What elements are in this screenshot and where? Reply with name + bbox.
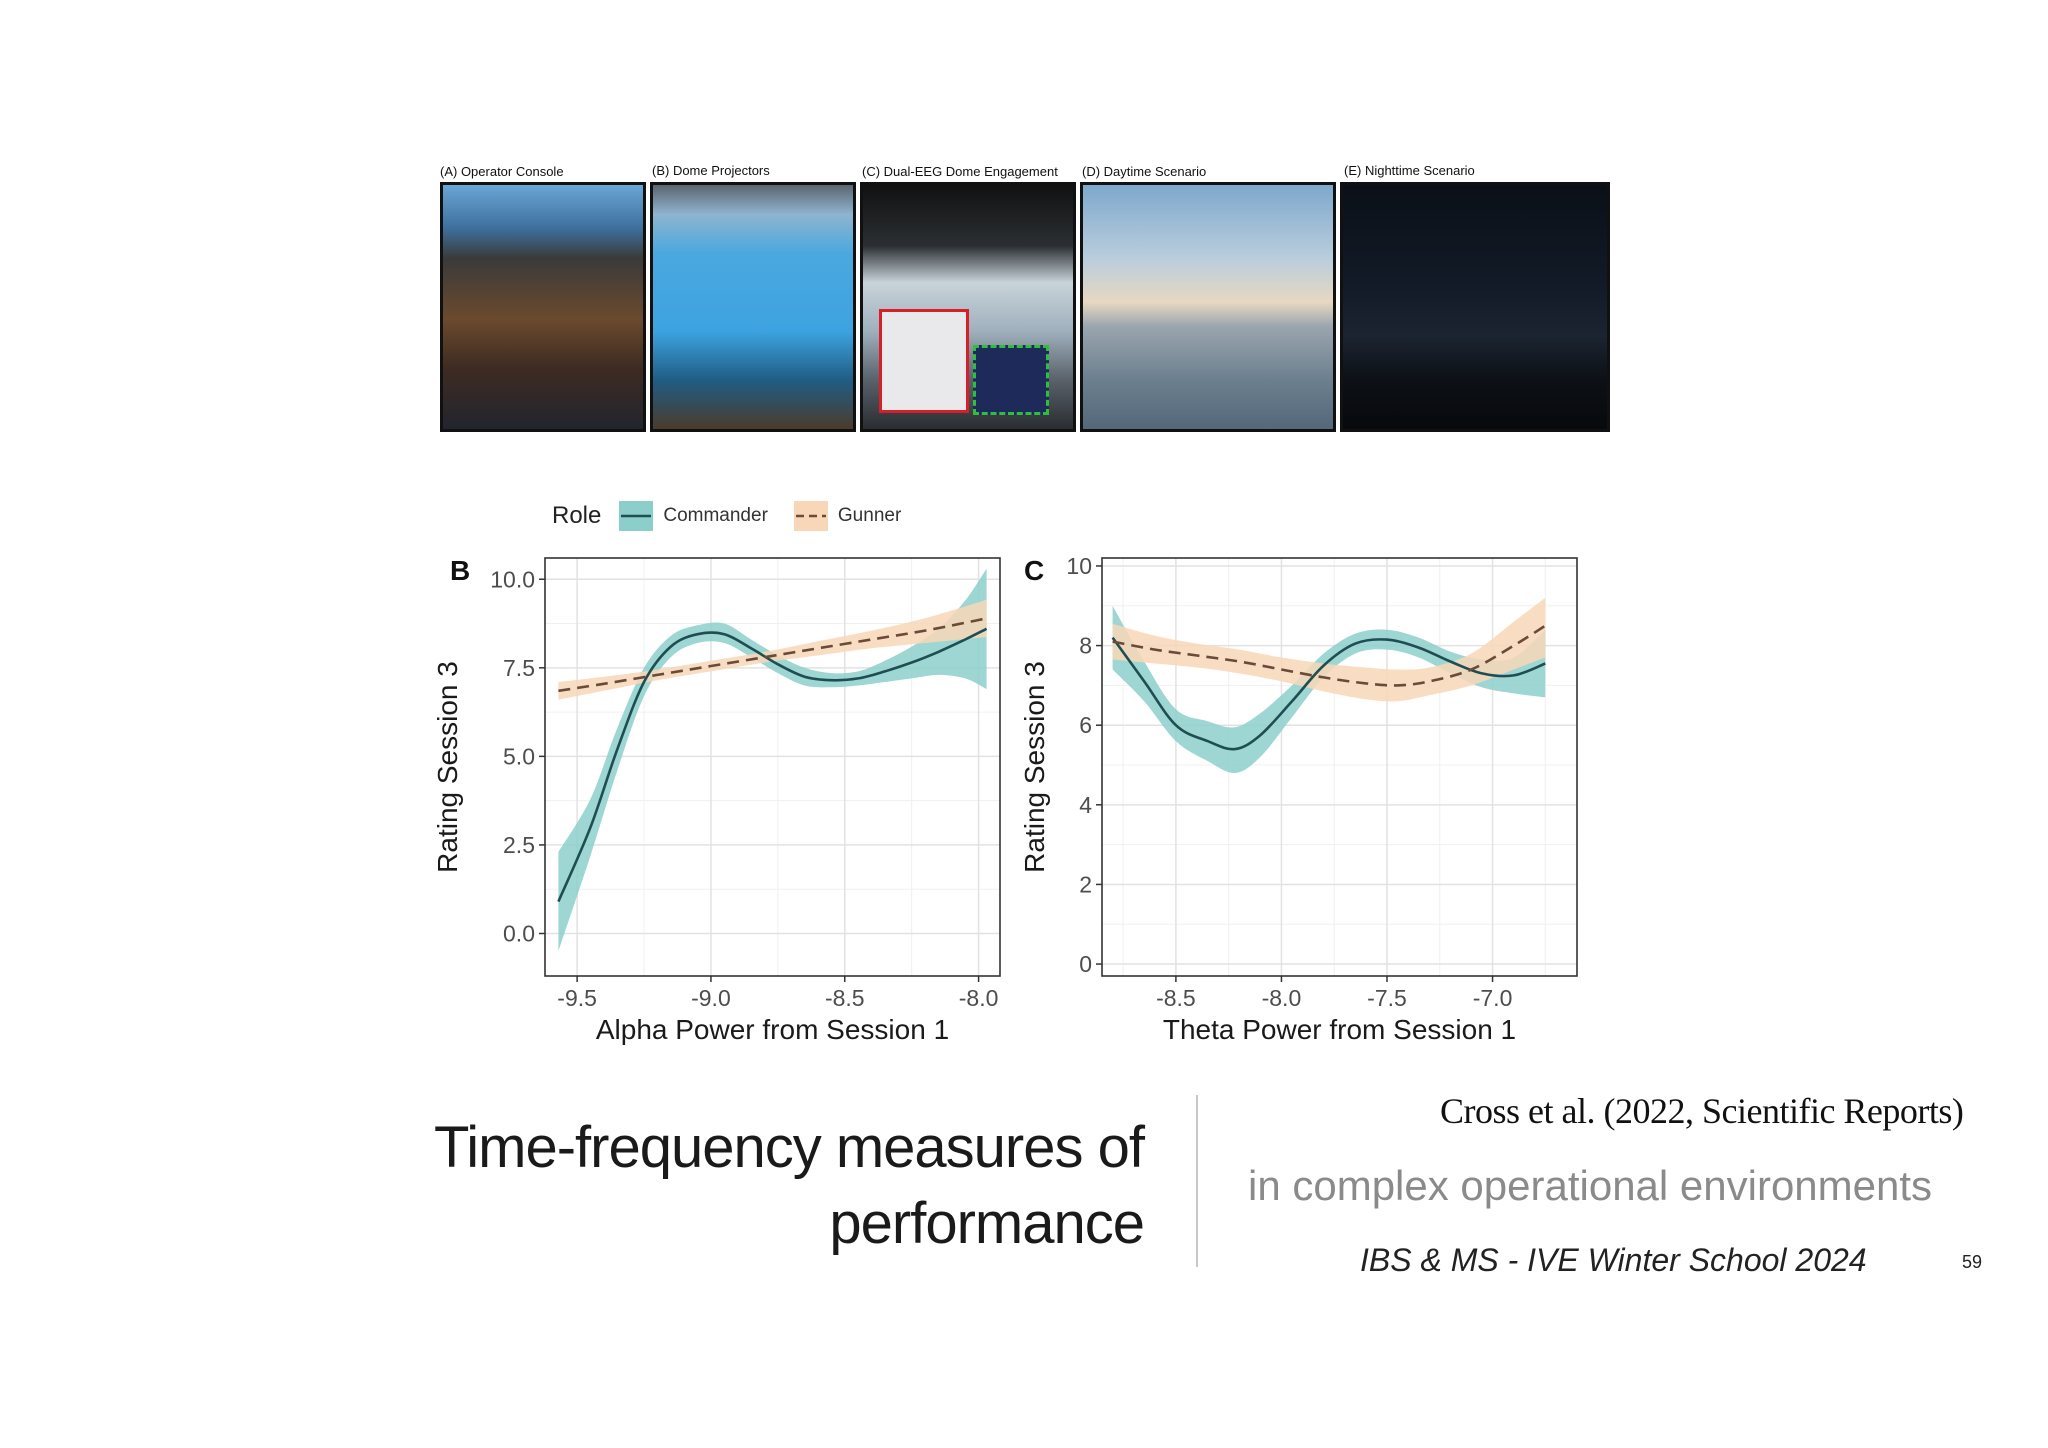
x-axis-title: Alpha Power from Session 1: [596, 1014, 949, 1045]
photo-dome-projectors: [650, 182, 856, 432]
photo-daytime-scenario: [1080, 182, 1336, 432]
series-line-gunner: [558, 616, 987, 693]
plot-border: [1101, 557, 1578, 977]
y-axis-title: Rating Session 3: [432, 661, 463, 873]
citation: Cross et al. (2022, Scientific Reports): [1440, 1091, 1964, 1131]
photo-label-b: (B) Dome Projectors: [652, 163, 770, 178]
chart-legend: Role Commander Gunner: [552, 498, 917, 534]
panel-letter: B: [450, 555, 470, 586]
series-line-gunner: [1112, 624, 1546, 687]
ci-band-commander: [1112, 605, 1546, 774]
inset-green-frame: [973, 345, 1049, 415]
page-number: 59: [1962, 1252, 1983, 1272]
legend-title: Role: [552, 502, 602, 529]
slide-title-line2: performance: [829, 1191, 1145, 1256]
chart-panel-b: 0.0 2.5 5.0 7.5 10.0 -9.5 -9.0 -8.5 -8.0 Alpha Po…: [432, 555, 1001, 1045]
y-tick-label: 10: [1066, 553, 1092, 579]
y-tick-label: 4: [1079, 792, 1092, 818]
plot-area: [1102, 558, 1577, 976]
photo-nighttime-scenario: [1340, 182, 1610, 432]
panel-letter: C: [1024, 555, 1044, 586]
plot-border: [544, 557, 1001, 977]
title-divider: [1196, 1095, 1198, 1267]
ci-band-gunner: [558, 598, 987, 700]
x-tick-label: -9.0: [691, 985, 731, 1011]
legend-label-commander: Commander: [663, 505, 768, 526]
x-tick-label: -8.0: [1262, 985, 1302, 1011]
ci-band-commander: [558, 568, 987, 952]
legend-key-commander: [619, 501, 654, 531]
x-axis-title: Theta Power from Session 1: [1163, 1014, 1516, 1045]
photo-label-d: (D) Daytime Scenario: [1082, 164, 1207, 179]
ci-band-gunner: [1112, 597, 1546, 702]
legend-label-gunner: Gunner: [837, 505, 902, 526]
y-tick-label: 2.5: [503, 832, 535, 858]
series-line-commander: [557, 627, 988, 903]
slide-title: Time-frequency measures of performance: [433, 1110, 1145, 1262]
x-tick-label: -8.5: [1156, 985, 1196, 1011]
chart-panel-c: 0 2 4 6 8 10 -8.5 -8.0 -7.5 -7.0 Theta Power from …: [1019, 553, 1578, 1045]
y-axis-title: Rating Session 3: [1019, 661, 1050, 873]
y-tick-label: 10.0: [490, 566, 535, 592]
legend-key-gunner: [793, 501, 828, 531]
slide-footer: IBS & MS - IVE Winter School 2024: [1360, 1242, 1867, 1278]
photo-operator-console: [440, 182, 646, 432]
photo-label-e: (E) Nighttime Scenario: [1344, 163, 1475, 178]
x-tick-label: -7.0: [1473, 985, 1513, 1011]
y-tick-label: 2: [1079, 871, 1092, 897]
x-tick-label: -8.0: [959, 985, 999, 1011]
x-tick-label: -7.5: [1367, 985, 1407, 1011]
inset-red-frame: [879, 309, 969, 413]
slide-subtitle: in complex operational environments: [1248, 1162, 1933, 1209]
y-tick-label: 0: [1079, 951, 1092, 977]
x-tick-label: -8.5: [825, 985, 865, 1011]
slide-title-line1: Time-frequency measures of: [433, 1115, 1145, 1180]
y-tick-label: 8: [1079, 633, 1092, 659]
y-tick-label: 7.5: [503, 655, 535, 681]
x-tick-label: -9.5: [557, 985, 597, 1011]
y-tick-label: 5.0: [503, 743, 535, 769]
photo-label-a: (A) Operator Console: [440, 164, 564, 179]
y-tick-label: 6: [1079, 712, 1092, 738]
series-line-commander: [1111, 636, 1546, 751]
photo-label-c: (C) Dual-EEG Dome Engagement: [862, 164, 1058, 179]
y-tick-label: 0.0: [503, 920, 535, 946]
photo-dual-eeg-engagement: [860, 182, 1076, 432]
